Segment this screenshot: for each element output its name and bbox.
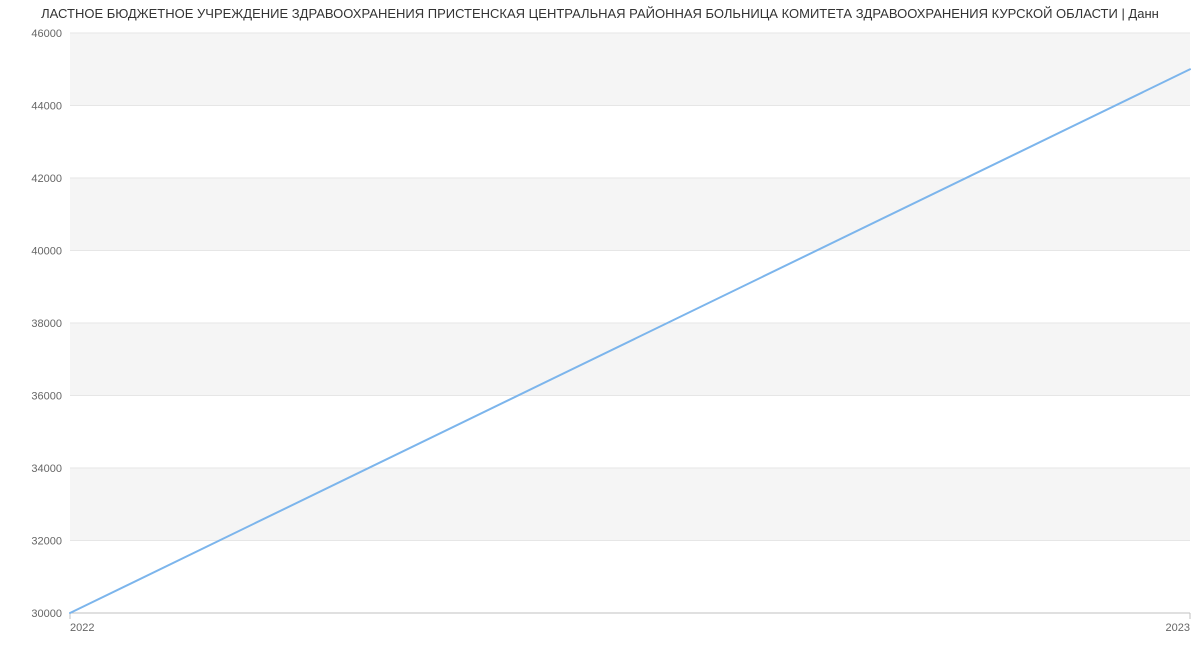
y-tick-label: 42000: [31, 173, 62, 185]
y-tick-label: 32000: [31, 536, 62, 548]
plot-band: [70, 33, 1190, 106]
plot-band: [70, 323, 1190, 396]
y-tick-label: 36000: [31, 391, 62, 403]
y-tick-label: 30000: [31, 608, 62, 620]
x-tick-label: 2023: [1166, 622, 1190, 634]
y-tick-label: 38000: [31, 318, 62, 330]
x-tick-label: 2022: [70, 622, 94, 634]
y-tick-label: 40000: [31, 246, 62, 258]
y-tick-label: 44000: [31, 101, 62, 113]
plot-band: [70, 468, 1190, 541]
plot-band: [70, 178, 1190, 251]
y-tick-label: 34000: [31, 463, 62, 475]
chart-area: 30000 32000 34000 36000 38000 40000 42000 44000…: [0, 23, 1200, 639]
chart-title: ЛАСТНОЕ БЮДЖЕТНОЕ УЧРЕЖДЕНИЕ ЗДРАВООХРАН…: [0, 0, 1200, 23]
line-chart: 30000 32000 34000 36000 38000 40000 42000 44000…: [0, 23, 1200, 639]
y-tick-label: 46000: [31, 28, 62, 40]
